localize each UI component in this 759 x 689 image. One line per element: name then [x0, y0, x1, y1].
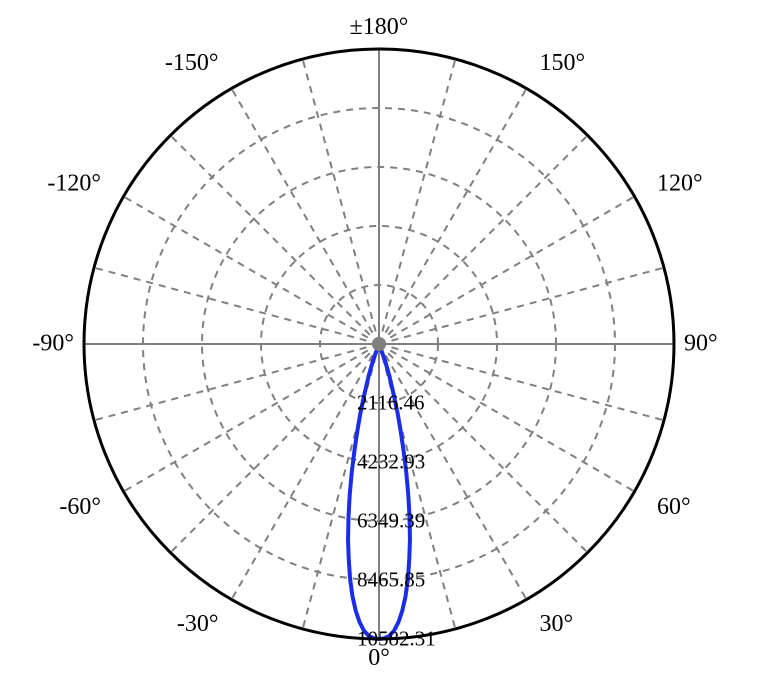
angle-tick-label: -90° — [32, 331, 74, 358]
radial-tick-label: 2116.46 — [357, 390, 424, 415]
angle-tick-label: 150° — [540, 50, 586, 77]
angle-tick-label: -150° — [165, 50, 219, 77]
radial-tick-label: 4232.93 — [357, 450, 425, 475]
radial-tick-label: 8465.85 — [357, 568, 425, 593]
angle-tick-label: 60° — [657, 494, 691, 521]
radial-tick-label: 10582.31 — [357, 627, 436, 652]
angle-tick-label: 120° — [657, 170, 703, 197]
angle-tick-label: -120° — [47, 170, 101, 197]
label-layer: ±180° -150° 150° -120° 120° -90° 90° -60° 60° -30… — [0, 0, 759, 689]
polar-chart: ±180° -150° 150° -120° 120° -90° 90° -60° 60° -30… — [0, 0, 759, 689]
angle-tick-label: -60° — [59, 494, 101, 521]
angle-tick-label: 30° — [540, 611, 574, 638]
angle-tick-label: -30° — [177, 611, 219, 638]
angle-tick-label: 90° — [684, 331, 718, 358]
angle-tick-label: ±180° — [350, 14, 409, 41]
radial-tick-label: 6349.39 — [357, 509, 425, 534]
